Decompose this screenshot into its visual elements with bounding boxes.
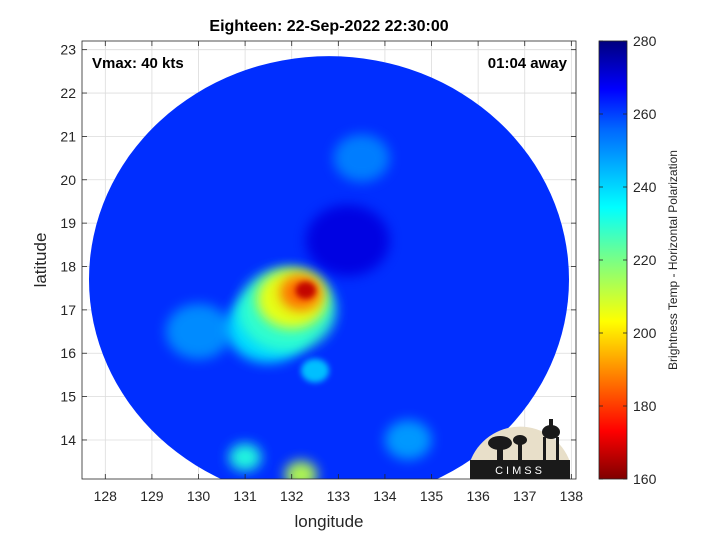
brightness-features: [165, 134, 432, 479]
time-away-annotation: 01:04 away: [488, 55, 568, 72]
colorbar-tick-label: 240: [633, 179, 657, 195]
y-axis: 14 15 16 17 18 19 20 21 22 23: [60, 42, 576, 448]
brightness-feature: [228, 443, 262, 472]
x-tick-label: 130: [187, 488, 211, 504]
x-tick-label: 138: [560, 488, 584, 504]
y-tick-label: 22: [60, 85, 76, 101]
y-tick-label: 23: [60, 42, 76, 58]
brightness-feature: [301, 358, 329, 383]
x-tick-label: 136: [466, 488, 490, 504]
brightness-feature: [333, 134, 390, 182]
x-axis: 128 129 130 131 132 133 134 135 136 137 138: [94, 41, 584, 504]
colorbar-tick-label: 180: [633, 398, 657, 414]
y-tick-label: 20: [60, 172, 76, 188]
cimss-logo: CIMSS: [470, 419, 570, 479]
x-tick-label: 137: [513, 488, 537, 504]
colorbar-tick-label: 280: [633, 33, 657, 49]
y-tick-label: 14: [60, 432, 76, 448]
chart-title: Eighteen: 22-Sep-2022 22:30:00: [209, 18, 448, 35]
brightness-feature: [305, 204, 390, 277]
x-tick-label: 131: [233, 488, 257, 504]
y-tick-label: 19: [60, 215, 76, 231]
y-tick-label: 17: [60, 302, 76, 318]
colorbar-label: Brightness Temp - Horizontal Polarizatio…: [666, 150, 680, 370]
colorbar-ticks: 160 180 200 220 240 260 280: [599, 33, 657, 487]
y-tick-label: 15: [60, 389, 76, 405]
colorbar-tick-label: 260: [633, 106, 657, 122]
y-axis-label: latitude: [31, 233, 50, 288]
colorbar-tick-label: 200: [633, 325, 657, 341]
brightness-feature: [295, 281, 316, 300]
x-tick-label: 135: [420, 488, 444, 504]
x-tick-label: 133: [327, 488, 351, 504]
brightness-feature: [384, 420, 432, 460]
logo-text: CIMSS: [495, 465, 545, 477]
colorbar-tick-label: 160: [633, 471, 657, 487]
y-tick-label: 21: [60, 128, 76, 144]
plot-frame: [81, 40, 577, 480]
colorbar: [598, 40, 628, 480]
x-tick-label: 132: [280, 488, 304, 504]
x-axis-label: longitude: [294, 512, 363, 531]
x-tick-label: 129: [140, 488, 164, 504]
vmax-annotation: Vmax: 40 kts: [92, 55, 184, 72]
x-tick-label: 134: [373, 488, 397, 504]
y-tick-label: 16: [60, 345, 76, 361]
brightness-feature: [165, 303, 232, 360]
y-tick-label: 18: [60, 259, 76, 275]
colorbar-tick-label: 220: [633, 252, 657, 268]
brightness-feature: [284, 460, 318, 479]
x-tick-label: 128: [94, 488, 118, 504]
